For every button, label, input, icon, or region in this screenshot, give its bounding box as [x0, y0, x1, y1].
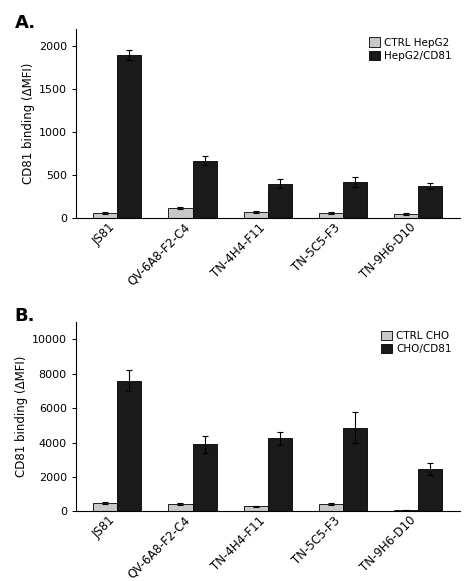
- Bar: [117, 55, 141, 218]
- Legend: CTRL HepG2, HepG2/CD81: CTRL HepG2, HepG2/CD81: [366, 34, 455, 64]
- Bar: [192, 160, 217, 218]
- Bar: [343, 428, 367, 511]
- Bar: [419, 469, 442, 511]
- Bar: [93, 503, 117, 511]
- Bar: [168, 208, 192, 218]
- Text: A.: A.: [14, 14, 36, 32]
- Bar: [192, 444, 217, 511]
- Y-axis label: CD81 binding (ΔMFI): CD81 binding (ΔMFI): [21, 63, 35, 184]
- Bar: [268, 184, 292, 218]
- Y-axis label: CD81 binding (ΔMFI): CD81 binding (ΔMFI): [15, 356, 27, 478]
- Bar: [117, 381, 141, 511]
- Bar: [244, 212, 268, 218]
- Bar: [93, 213, 117, 218]
- Bar: [168, 504, 192, 511]
- Bar: [394, 214, 419, 218]
- Bar: [319, 213, 343, 218]
- Text: B.: B.: [14, 307, 35, 325]
- Bar: [268, 438, 292, 511]
- Legend: CTRL CHO, CHO/CD81: CTRL CHO, CHO/CD81: [378, 327, 455, 357]
- Bar: [319, 504, 343, 511]
- Bar: [394, 510, 419, 511]
- Bar: [244, 507, 268, 511]
- Bar: [419, 187, 442, 218]
- Bar: [343, 182, 367, 218]
